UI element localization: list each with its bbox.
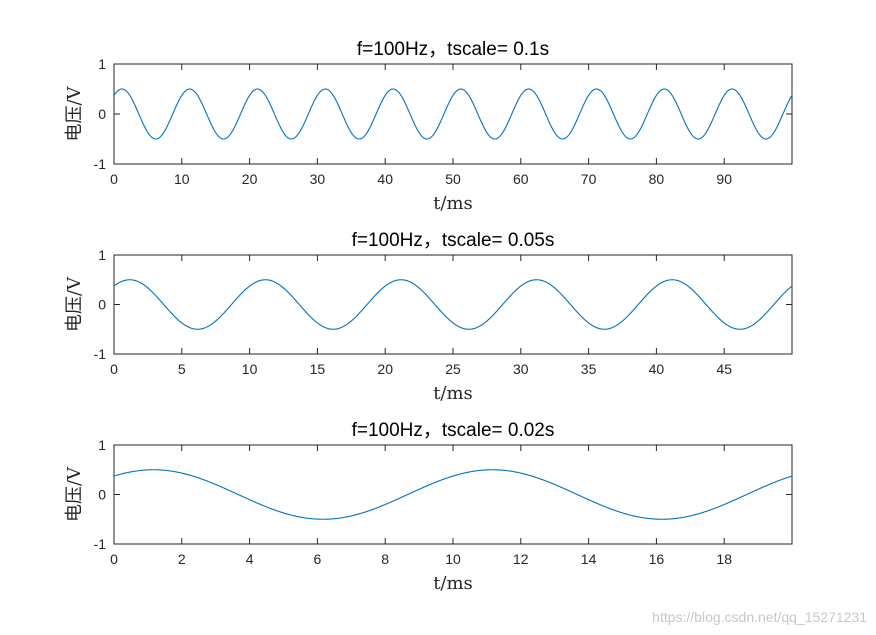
y-tick-label: -1 (94, 536, 107, 552)
x-tick-label: 30 (310, 171, 326, 187)
x-tick-label: 8 (381, 551, 389, 567)
x-tick-label: 70 (581, 171, 597, 187)
y-tick-label: 1 (98, 437, 106, 453)
x-tick-label: 16 (649, 551, 665, 567)
subplot-1: f=100Hz，tscale= 0.1s0 10 20 30 40 50 60 70 80 90-… (64, 39, 793, 214)
chart-title: f=100Hz，tscale= 0.1s (357, 39, 549, 60)
x-axis-label: t/ms (433, 573, 473, 594)
x-axis-label: t/ms (433, 193, 473, 214)
x-tick-label: 45 (716, 361, 732, 377)
y-tick-label: -1 (94, 156, 107, 172)
x-tick-label: 40 (377, 171, 393, 187)
x-tick-label: 60 (513, 171, 529, 187)
x-tick-label: 50 (445, 171, 461, 187)
x-tick-label: 6 (314, 551, 322, 567)
x-tick-label: 18 (716, 551, 732, 567)
x-tick-label: 0 (110, 171, 118, 187)
x-tick-label: 14 (581, 551, 597, 567)
x-tick-label: 20 (377, 361, 393, 377)
y-axis-label: 电压/V (64, 276, 85, 332)
x-tick-label: 2 (178, 551, 186, 567)
x-axis-label: t/ms (433, 383, 473, 404)
x-tick-label: 4 (246, 551, 254, 567)
axes-frame (113, 254, 793, 355)
y-axis-label: 电压/V (64, 466, 85, 522)
x-tick-label: 35 (581, 361, 597, 377)
series-line (113, 88, 793, 140)
x-tick-label: 20 (242, 171, 258, 187)
x-tick-label: 12 (513, 551, 529, 567)
y-tick-label: 1 (98, 56, 106, 72)
x-tick-label: 15 (310, 361, 326, 377)
x-tick-label: 80 (649, 171, 665, 187)
x-tick-label: 10 (174, 171, 190, 187)
chart-title: f=100Hz，tscale= 0.02s (352, 420, 555, 441)
axes-frame (113, 63, 793, 165)
y-axis-label: 电压/V (64, 85, 85, 141)
y-tick-label: 0 (98, 297, 106, 313)
y-tick-label: 0 (98, 487, 106, 503)
watermark: https://blog.csdn.net/qq_15271231 (652, 609, 867, 625)
y-tick-label: -1 (94, 346, 107, 362)
chart-title: f=100Hz，tscale= 0.05s (352, 230, 555, 251)
axes-frame (113, 444, 793, 545)
x-tick-label: 0 (110, 361, 118, 377)
x-tick-label: 25 (445, 361, 461, 377)
y-tick-label: 1 (98, 247, 106, 263)
x-tick-label: 5 (178, 361, 186, 377)
y-tick-label: 0 (98, 106, 106, 122)
x-tick-label: 90 (716, 171, 732, 187)
x-tick-label: 10 (242, 361, 258, 377)
x-tick-label: 40 (649, 361, 665, 377)
x-tick-label: 30 (513, 361, 529, 377)
series-line (113, 279, 793, 330)
x-tick-label: 10 (445, 551, 461, 567)
series-line (113, 469, 793, 520)
x-tick-label: 0 (110, 551, 118, 567)
